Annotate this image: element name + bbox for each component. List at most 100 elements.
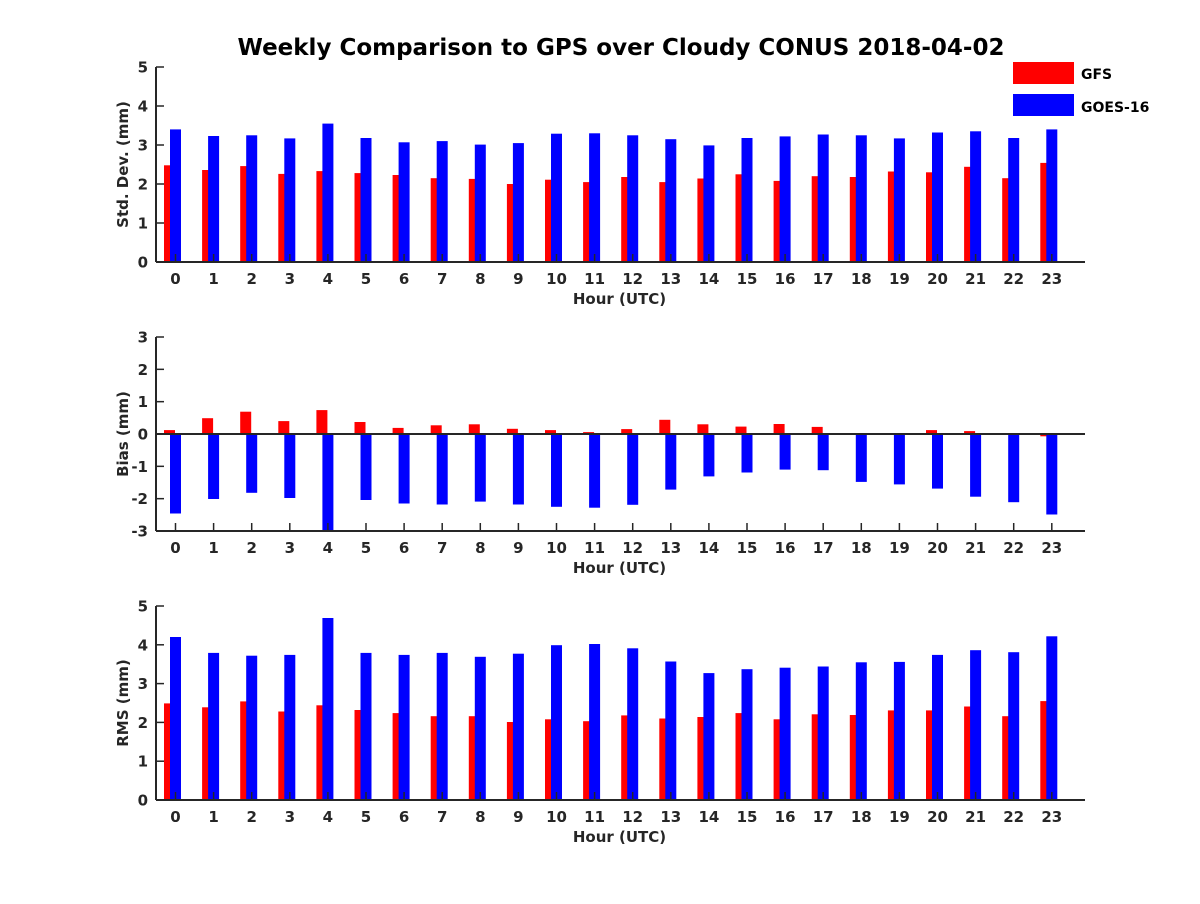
bar-gfs-4: [316, 705, 328, 800]
x-tick-label: 11: [584, 270, 605, 288]
bar-goes16-3: [284, 138, 296, 262]
bar-gfs-2: [240, 411, 252, 434]
y-tick-label: 2: [138, 714, 148, 732]
bar-gfs-22: [1002, 178, 1014, 262]
bar-gfs-6: [392, 175, 404, 262]
bar-goes16-22: [1008, 434, 1020, 503]
bar-gfs-0: [164, 165, 175, 262]
bar-gfs-22: [1002, 716, 1014, 800]
bar-goes16-12: [627, 434, 639, 505]
bar-goes16-5: [360, 652, 372, 800]
bar-gfs-20: [926, 172, 937, 262]
bar-gfs-16: [773, 424, 785, 434]
x-tick-label: 9: [513, 270, 523, 288]
bar-gfs-19: [887, 171, 899, 262]
bar-goes16-1: [208, 652, 220, 800]
x-tick-label: 8: [475, 539, 485, 557]
y-tick-label: 3: [138, 329, 148, 347]
bar-goes16-9: [512, 434, 524, 505]
bar-gfs-12: [621, 429, 633, 434]
x-tick-label: 11: [584, 808, 605, 826]
x-tick-label: 0: [170, 808, 180, 826]
x-axis-label: Hour (UTC): [573, 828, 666, 846]
x-tick-label: 16: [775, 539, 796, 557]
x-tick-label: 6: [399, 539, 409, 557]
bar-goes16-5: [360, 138, 372, 262]
bar-goes16-16: [779, 136, 791, 262]
bar-goes16-15: [741, 669, 753, 800]
bar-gfs-14: [697, 424, 709, 434]
bar-goes16-6: [398, 654, 410, 800]
bar-gfs-23: [1040, 434, 1052, 437]
bar-goes16-3: [284, 654, 296, 800]
bar-gfs-21: [964, 431, 976, 434]
bar-gfs-1: [202, 707, 214, 800]
x-tick-label: 12: [622, 270, 643, 288]
bar-goes16-23: [1046, 434, 1058, 515]
x-tick-label: 5: [361, 270, 371, 288]
bar-goes16-23: [1046, 129, 1058, 262]
bar-goes16-14: [703, 434, 715, 477]
x-tick-label: 13: [660, 270, 681, 288]
bar-goes16-0: [170, 129, 181, 262]
x-tick-label: 23: [1041, 808, 1062, 826]
x-tick-label: 19: [889, 270, 910, 288]
bar-gfs-5: [354, 173, 366, 262]
y-axis-label: Bias (mm): [114, 391, 132, 477]
x-tick-label: 16: [775, 808, 796, 826]
bar-gfs-1: [202, 418, 214, 434]
bar-goes16-10: [551, 434, 562, 507]
bar-gfs-10: [545, 179, 556, 262]
bar-gfs-17: [811, 714, 823, 800]
x-tick-label: 7: [437, 270, 447, 288]
x-tick-label: 2: [246, 808, 256, 826]
y-tick-label: -2: [131, 490, 148, 508]
y-axis-label: RMS (mm): [114, 659, 132, 746]
y-tick-label: 0: [138, 792, 148, 810]
bar-gfs-0: [164, 430, 175, 434]
bar-goes16-18: [855, 434, 867, 482]
bar-gfs-19: [887, 710, 899, 800]
y-tick-label: 1: [138, 753, 148, 771]
bar-goes16-18: [855, 135, 867, 263]
bar-gfs-18: [849, 177, 861, 262]
x-tick-label: 16: [775, 270, 796, 288]
y-tick-label: 1: [138, 215, 148, 233]
bar-gfs-16: [773, 180, 785, 262]
bar-goes16-20: [932, 654, 943, 800]
bar-goes16-8: [474, 144, 486, 262]
x-tick-label: 7: [437, 539, 447, 557]
bar-gfs-12: [621, 715, 633, 800]
x-tick-label: 21: [965, 270, 986, 288]
bar-gfs-14: [697, 717, 709, 800]
bar-gfs-1: [202, 170, 214, 262]
bar-gfs-17: [811, 176, 823, 262]
bar-gfs-10: [545, 719, 556, 800]
bar-gfs-3: [278, 421, 290, 434]
bar-gfs-23: [1040, 701, 1052, 800]
x-tick-label: 6: [399, 808, 409, 826]
bar-goes16-6: [398, 142, 410, 262]
bar-gfs-11: [583, 721, 595, 800]
legend-swatch-gfs: [1013, 62, 1074, 84]
bar-gfs-9: [506, 184, 518, 262]
bar-goes16-4: [322, 618, 334, 800]
bar-gfs-21: [964, 166, 976, 262]
bar-goes16-0: [170, 434, 181, 514]
bar-goes16-2: [246, 135, 258, 263]
x-tick-label: 18: [851, 539, 872, 557]
bar-goes16-16: [779, 667, 791, 800]
x-tick-label: 18: [851, 808, 872, 826]
x-tick-label: 1: [208, 270, 218, 288]
bar-gfs-6: [392, 427, 404, 434]
x-tick-label: 14: [698, 539, 719, 557]
bar-goes16-23: [1046, 636, 1058, 800]
x-tick-label: 7: [437, 808, 447, 826]
bar-goes16-22: [1008, 138, 1020, 262]
bar-gfs-7: [430, 178, 442, 262]
bar-goes16-2: [246, 434, 258, 493]
bar-goes16-11: [589, 434, 601, 508]
